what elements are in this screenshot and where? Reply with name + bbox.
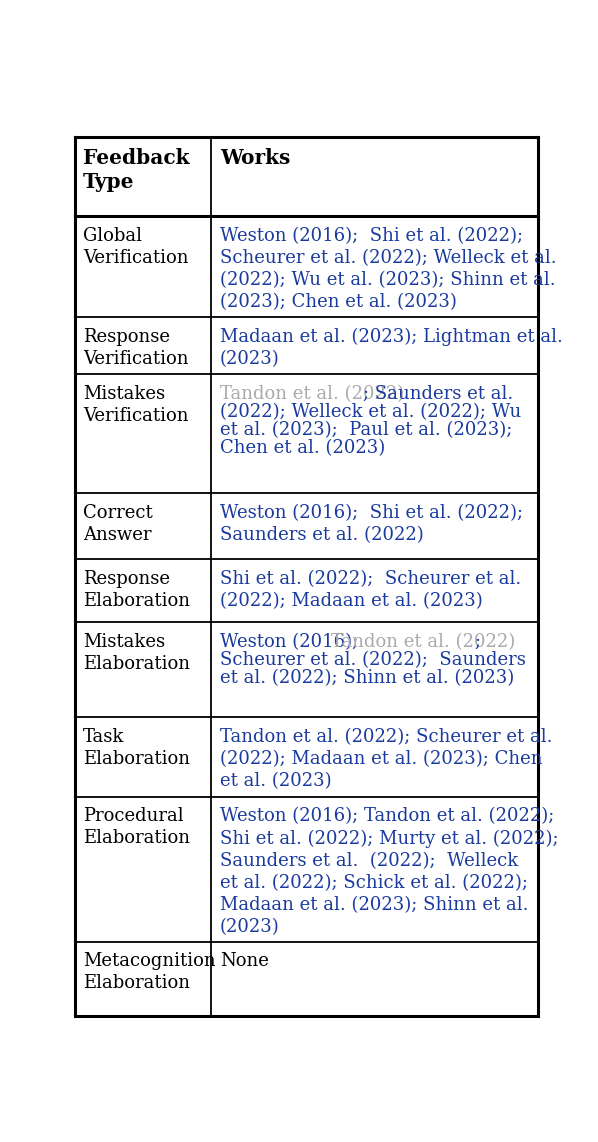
Text: Mistakes
Elaboration: Mistakes Elaboration	[83, 633, 190, 673]
Text: Global
Verification: Global Verification	[83, 227, 188, 267]
Text: Weston (2016);  Shi et al. (2022);
Saunders et al. (2022): Weston (2016); Shi et al. (2022); Saunde…	[220, 504, 523, 544]
Text: Metacognition
Elaboration: Metacognition Elaboration	[83, 952, 216, 992]
Text: Correct
Answer: Correct Answer	[83, 504, 153, 544]
Text: Task
Elaboration: Task Elaboration	[83, 727, 190, 769]
Text: Scheurer et al. (2022);  Saunders: Scheurer et al. (2022); Saunders	[220, 651, 526, 669]
Text: (2022); Welleck et al. (2022); Wu: (2022); Welleck et al. (2022); Wu	[220, 403, 521, 421]
Text: Chen et al. (2023): Chen et al. (2023)	[220, 440, 385, 457]
Text: ;: ;	[474, 633, 480, 651]
Text: Shi et al. (2022);  Scheurer et al.
(2022); Madaan et al. (2023): Shi et al. (2022); Scheurer et al. (2022…	[220, 570, 521, 610]
Text: Tandon et al. (2022): Tandon et al. (2022)	[220, 385, 404, 403]
Text: Weston (2016); Tandon et al. (2022);
Shi et al. (2022); Murty et al. (2022);
Sau: Weston (2016); Tandon et al. (2022); Shi…	[220, 807, 559, 936]
Text: et al. (2022); Shinn et al. (2023): et al. (2022); Shinn et al. (2023)	[220, 669, 514, 687]
Text: Feedback
Type: Feedback Type	[83, 147, 190, 192]
Text: Weston (2016);: Weston (2016);	[220, 633, 364, 651]
Text: Procedural
Elaboration: Procedural Elaboration	[83, 807, 190, 847]
Text: Mistakes
Verification: Mistakes Verification	[83, 385, 188, 425]
Text: Response
Verification: Response Verification	[83, 328, 188, 368]
Text: Madaan et al. (2023); Lightman et al.
(2023): Madaan et al. (2023); Lightman et al. (2…	[220, 328, 563, 369]
Text: Tandon et al. (2022): Tandon et al. (2022)	[331, 633, 515, 651]
Text: Weston (2016);  Shi et al. (2022);
Scheurer et al. (2022); Welleck et al.
(2022): Weston (2016); Shi et al. (2022); Scheur…	[220, 227, 556, 312]
Text: Response
Elaboration: Response Elaboration	[83, 570, 190, 610]
Text: None: None	[220, 952, 269, 971]
Text: ; Saunders et al.: ; Saunders et al.	[362, 385, 513, 403]
Text: Works: Works	[220, 147, 290, 168]
Text: et al. (2023);  Paul et al. (2023);: et al. (2023); Paul et al. (2023);	[220, 421, 512, 440]
Text: Tandon et al. (2022); Scheurer et al.
(2022); Madaan et al. (2023); Chen
et al. : Tandon et al. (2022); Scheurer et al. (2…	[220, 727, 553, 790]
